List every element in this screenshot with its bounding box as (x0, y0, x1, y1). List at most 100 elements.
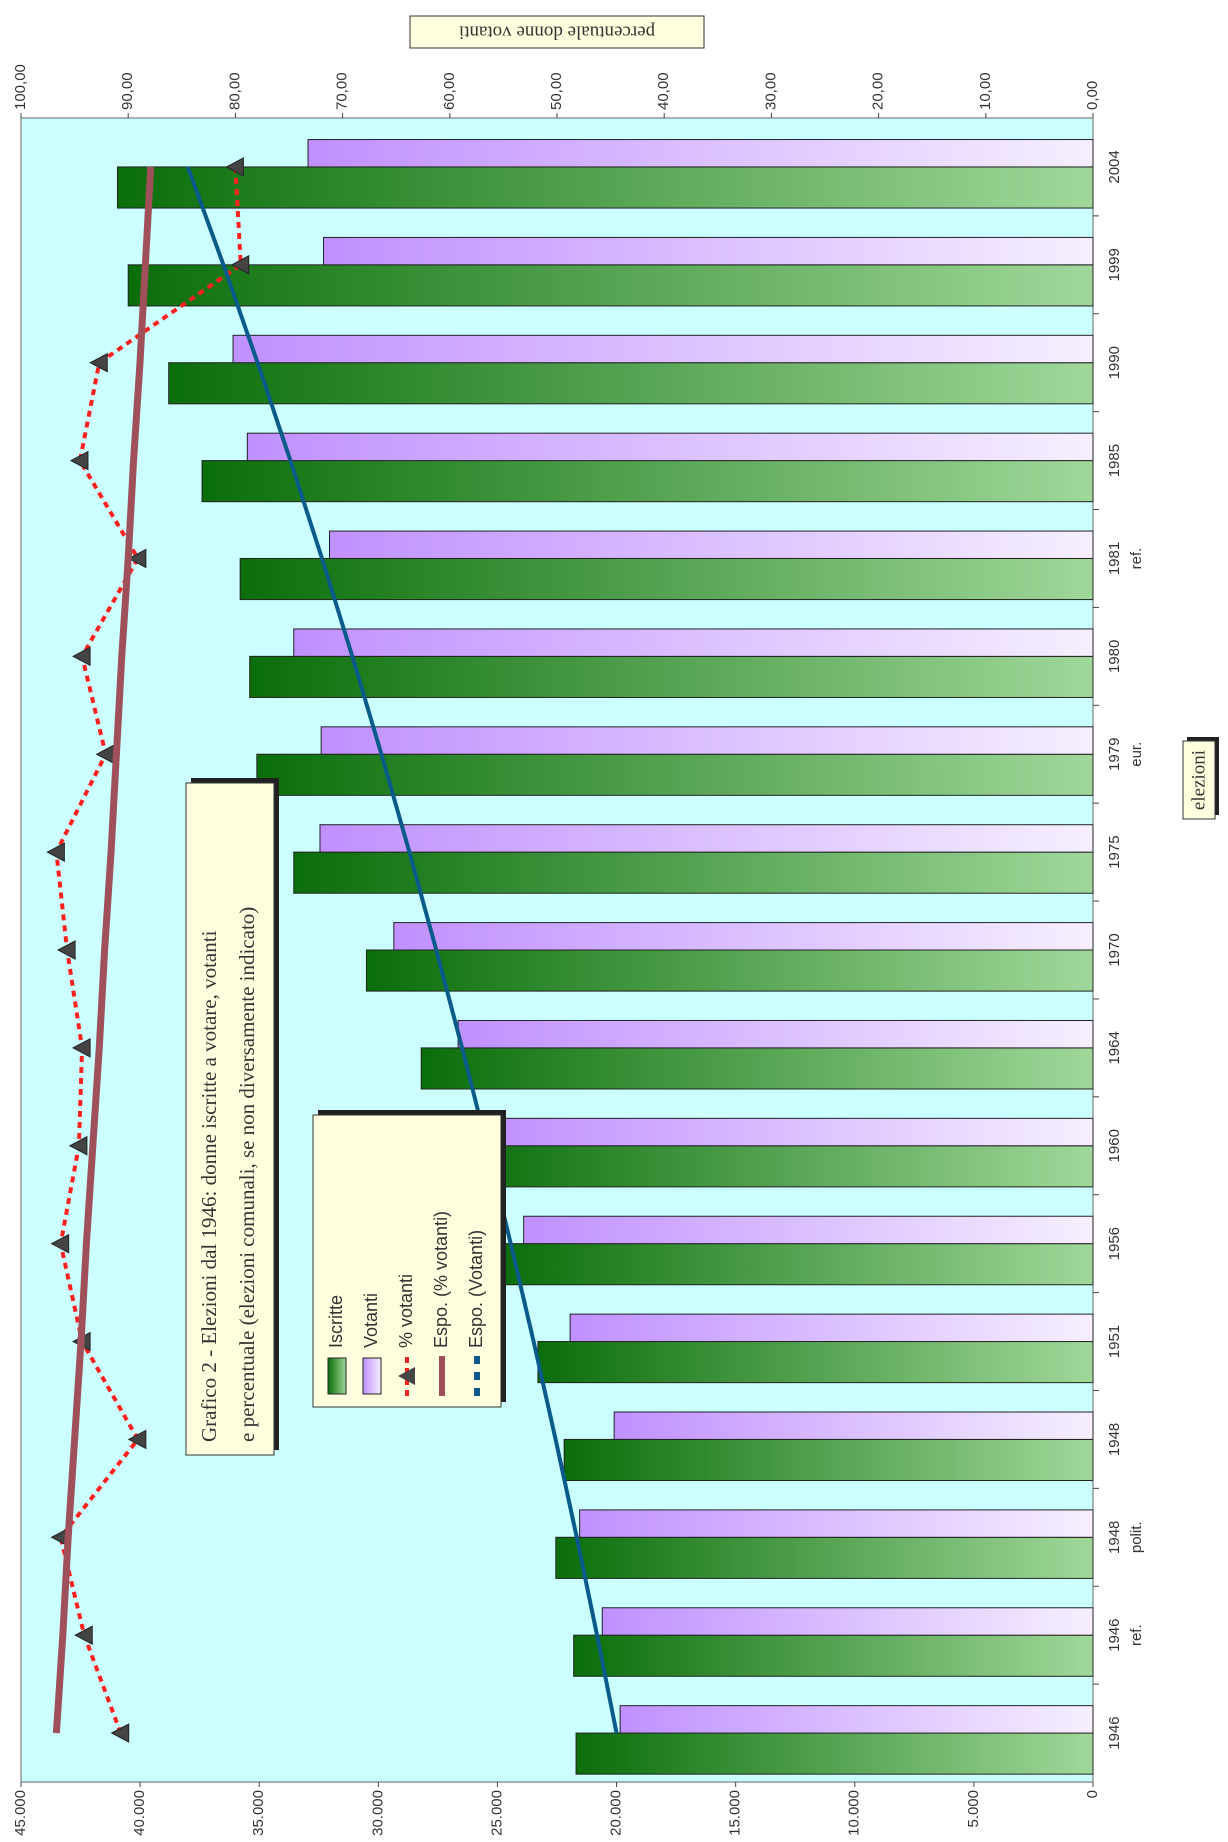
x-tick-note: ref. (1128, 548, 1145, 570)
y2-tick-label: 80,00 (226, 72, 243, 110)
bar (323, 236, 1094, 266)
x-tick-label: 1975 (1106, 835, 1123, 868)
y2-tick-label: 40,00 (655, 72, 672, 110)
y2-tick-label: 100,00 (12, 64, 29, 110)
x-tick-label: 1999 (1106, 248, 1123, 281)
marker (50, 1233, 70, 1254)
legend-label: Espo. (Votanti) (466, 1230, 486, 1348)
marker (127, 548, 147, 569)
x-tick-label: 1946 (1106, 1618, 1123, 1651)
bar (307, 139, 1094, 168)
marker (68, 1135, 88, 1156)
bar (457, 1019, 1094, 1049)
marker (57, 940, 76, 960)
bar (613, 1411, 1094, 1440)
y-tick-label: 10.000 (846, 1790, 863, 1836)
bar (463, 1145, 1094, 1188)
x-tick-label: 1960 (1106, 1129, 1123, 1162)
chart-title: Grafico 2 - Elezioni dal 1946: donne isc… (197, 930, 221, 1442)
x-tick-label: 1964 (1106, 1031, 1123, 1064)
marker (89, 352, 108, 373)
y2-tick-label: 0,00 (1084, 81, 1101, 110)
bar (365, 949, 1094, 992)
bar (420, 1047, 1094, 1090)
x-tick-label: 1970 (1106, 933, 1123, 966)
bar (579, 1509, 1094, 1538)
x-tick-label: 2004 (1106, 150, 1123, 183)
marker (225, 157, 244, 177)
y-tick-label: 0 (1084, 1790, 1101, 1798)
legend-swatch (362, 1357, 382, 1395)
legend-marker (398, 1367, 415, 1385)
y2-tick-label: 70,00 (334, 72, 351, 110)
bar (493, 1117, 1094, 1147)
bar (249, 655, 1094, 698)
legend-label: % votanti (396, 1274, 416, 1348)
x-tick-label: 1948 (1106, 1521, 1123, 1554)
bar (575, 1732, 1094, 1775)
bar (523, 1215, 1094, 1245)
x-tick-note: polit. (1128, 1521, 1145, 1553)
y-tick-label: 40.000 (131, 1790, 148, 1836)
x-tick-label: 1956 (1106, 1227, 1123, 1260)
y2-title-box (409, 15, 705, 49)
x-title-box (1182, 740, 1216, 820)
bar (320, 726, 1094, 755)
bar (619, 1705, 1094, 1734)
y2-tick-label: 10,00 (977, 72, 994, 110)
y2-tick-label: 90,00 (119, 72, 136, 110)
bar (393, 922, 1094, 951)
legend-label: Espo. (% votanti) (431, 1211, 451, 1348)
chart-title: e percentuale (elezioni comunali, se non… (235, 907, 259, 1442)
legend-swatch (327, 1357, 347, 1395)
legend-box (312, 1114, 502, 1408)
legend-label: Votanti (361, 1293, 381, 1348)
y2-tick-label: 20,00 (870, 72, 887, 110)
x-tick-label: 1951 (1106, 1325, 1123, 1358)
x-tick-note: eur. (1128, 742, 1145, 767)
x-tick-label: 1990 (1106, 346, 1123, 379)
y2-title-group: percentuale donne votanti (409, 15, 705, 49)
chart-body: 0 5.000 10.000 15.000 20.000 25.000 30.000 35.0… (12, 64, 1219, 1836)
bar (501, 1243, 1094, 1286)
bar (246, 432, 1094, 462)
marker (46, 842, 65, 862)
x-tick-label: 1979 (1106, 738, 1123, 771)
title-box (185, 782, 275, 1456)
y2-tick-label: 30,00 (762, 72, 779, 110)
marker (110, 1723, 130, 1743)
bar (573, 1634, 1094, 1677)
marker (72, 1038, 91, 1058)
y-tick-label: 35.000 (250, 1790, 267, 1836)
bar (537, 1341, 1094, 1384)
y2-tick-label: 50,00 (548, 72, 565, 110)
bar (563, 1438, 1094, 1482)
bar (232, 334, 1094, 364)
marker (69, 450, 89, 471)
x-tick-note: ref. (1128, 1624, 1145, 1646)
x-title: elezioni (1188, 750, 1209, 810)
bar (319, 824, 1094, 853)
y-tick-label: 15.000 (727, 1790, 744, 1836)
y2-title: percentuale donne votanti (459, 22, 655, 43)
y-tick-label: 5.000 (965, 1790, 982, 1828)
y-tick-label: 30.000 (369, 1790, 386, 1836)
y-tick-label: 25.000 (488, 1790, 505, 1836)
bar (168, 362, 1094, 405)
x-tick-label: 1948 (1106, 1423, 1123, 1456)
bar (328, 530, 1094, 559)
y-tick-label: 45.000 (12, 1790, 29, 1836)
line (52, 166, 155, 1734)
marker (74, 1625, 93, 1646)
legend-label: Iscritte (326, 1295, 346, 1348)
x-tick-label: 1985 (1106, 444, 1123, 477)
x-tick-label: 1980 (1106, 640, 1123, 673)
bar (239, 557, 1094, 601)
bar (116, 166, 1094, 209)
x-tick-label: 1946 (1106, 1716, 1123, 1749)
y2-tick-label: 60,00 (441, 72, 458, 110)
y-tick-label: 20.000 (608, 1790, 625, 1836)
bar (569, 1313, 1094, 1343)
